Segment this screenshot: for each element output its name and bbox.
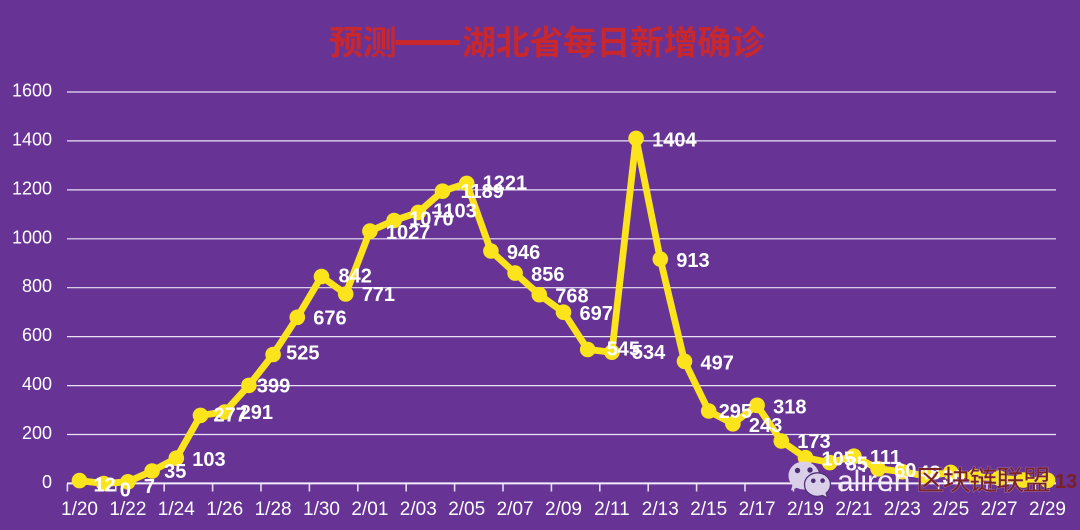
svg-text:103: 103 [192,449,225,471]
svg-text:2/25: 2/25 [932,499,969,520]
svg-text:1070: 1070 [409,209,454,231]
svg-text:0: 0 [120,480,131,502]
svg-text:1/30: 1/30 [303,499,340,520]
svg-text:545: 545 [607,339,640,361]
svg-text:7: 7 [144,476,155,498]
svg-text:1189: 1189 [461,181,504,203]
svg-text:2/03: 2/03 [400,499,437,520]
svg-text:676: 676 [313,307,346,329]
svg-text:800: 800 [22,276,52,296]
svg-text:173: 173 [797,431,830,453]
svg-text:946: 946 [507,242,540,264]
svg-text:1600: 1600 [12,81,52,101]
svg-text:2/21: 2/21 [835,499,872,520]
svg-text:aliren: aliren [837,465,910,498]
svg-text:2/01: 2/01 [351,499,388,520]
svg-text:399: 399 [257,375,290,397]
svg-text:534: 534 [632,342,666,364]
svg-text:2/29: 2/29 [1029,499,1066,520]
svg-text:1/28: 1/28 [255,499,292,520]
svg-text:525: 525 [286,343,319,365]
svg-text:200: 200 [22,423,52,443]
svg-text:2/07: 2/07 [497,499,534,520]
svg-text:85: 85 [846,454,868,476]
svg-text:318: 318 [773,396,806,418]
svg-text:842: 842 [339,266,372,288]
svg-text:913: 913 [676,250,709,272]
svg-text:2/23: 2/23 [884,499,921,520]
svg-text:295: 295 [719,401,752,423]
svg-text:1000: 1000 [12,227,52,247]
svg-text:1027: 1027 [386,222,431,244]
svg-text:1/22: 1/22 [109,499,146,520]
svg-text:13: 13 [1055,471,1077,493]
svg-text:2/27: 2/27 [981,499,1018,520]
svg-text:1/26: 1/26 [206,499,243,520]
svg-text:400: 400 [22,374,52,394]
svg-text:856: 856 [531,264,564,286]
svg-text:291: 291 [240,402,273,424]
svg-text:2/17: 2/17 [739,499,776,520]
svg-text:2/05: 2/05 [448,499,485,520]
svg-text:35: 35 [164,461,186,483]
svg-text:2/11: 2/11 [594,499,630,520]
svg-text:243: 243 [749,415,782,437]
svg-text:697: 697 [580,303,613,325]
svg-text:2/19: 2/19 [787,499,824,520]
svg-text:1400: 1400 [12,129,52,149]
svg-text:1103: 1103 [433,200,476,222]
svg-text:12: 12 [94,475,116,497]
svg-text:0: 0 [42,472,52,492]
svg-text:2/13: 2/13 [642,499,679,520]
svg-text:768: 768 [555,286,588,308]
svg-text:1/20: 1/20 [61,499,98,520]
svg-text:1404: 1404 [652,129,697,151]
svg-text:771: 771 [362,284,395,306]
svg-text:497: 497 [701,352,734,374]
svg-text:277: 277 [214,404,247,426]
svg-text:111: 111 [870,447,901,469]
svg-text:1221: 1221 [483,172,528,194]
svg-text:2/15: 2/15 [690,499,727,520]
svg-text:105: 105 [822,449,855,471]
svg-text:1/24: 1/24 [158,499,195,520]
svg-text:600: 600 [22,325,52,345]
svg-text:2/09: 2/09 [545,499,582,520]
svg-text:1200: 1200 [12,178,52,198]
svg-text:60: 60 [894,460,916,482]
